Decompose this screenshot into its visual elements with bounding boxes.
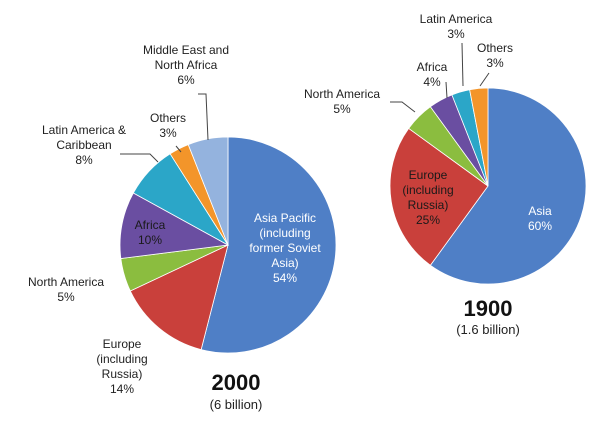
pie2000-slice-label: Latin America & Caribbean 8%	[42, 123, 126, 167]
pie1900-slice-label: Europe (including Russia) 25%	[402, 168, 453, 227]
pie1900-slice-europe-including-russia	[389, 127, 489, 266]
pie1900-slice-asia	[429, 87, 587, 285]
pie-chart-2000	[119, 136, 337, 354]
pie2000-slice-label: Africa 10%	[135, 218, 166, 247]
pie2000-leader-line	[198, 93, 209, 141]
chart-subtitle-1900: (1.6 billion)	[456, 322, 520, 337]
pie1900-slice-label: Others 3%	[477, 41, 513, 70]
pie-chart-1900	[389, 87, 587, 285]
pie2000-slice-label: North America 5%	[28, 275, 104, 304]
pie1900-leader-line	[461, 42, 464, 87]
pie2000-slice-label: Europe (including Russia) 14%	[96, 337, 147, 396]
slice-labels: Asia Pacific (including former Soviet Asia)…	[28, 12, 552, 396]
pie1900-leader-line	[390, 101, 416, 113]
pie1900-slice-label: Asia 60%	[528, 204, 552, 233]
pie1900-slice-others	[469, 87, 489, 187]
pie1900-slice-label: Latin America 3%	[420, 12, 493, 41]
chart-title-2000: 2000	[212, 370, 261, 395]
pie2000-slice-label: Middle East and North Africa 6%	[143, 43, 229, 87]
pie2000-slice-label: Others 3%	[150, 111, 186, 140]
pie2000-leader-line	[175, 145, 182, 153]
chart-title-1900: 1900	[464, 296, 513, 321]
pie2000-slice-label: Asia Pacific (including former Soviet Asia)…	[249, 211, 321, 285]
pie2000-slice-asia-pacific-including-former-soviet-asia	[200, 136, 337, 354]
pie1900-leader-line	[445, 81, 448, 99]
pie2000-slice-europe-including-russia	[129, 244, 229, 351]
chart-subtitle-2000: (6 billion)	[210, 397, 263, 412]
pie1900-slice-label: North America 5%	[304, 87, 380, 116]
pie1900-slice-label: Africa 4%	[417, 60, 448, 89]
pie2000-leader-line	[120, 153, 159, 163]
pie1900-leader-line	[479, 72, 490, 87]
